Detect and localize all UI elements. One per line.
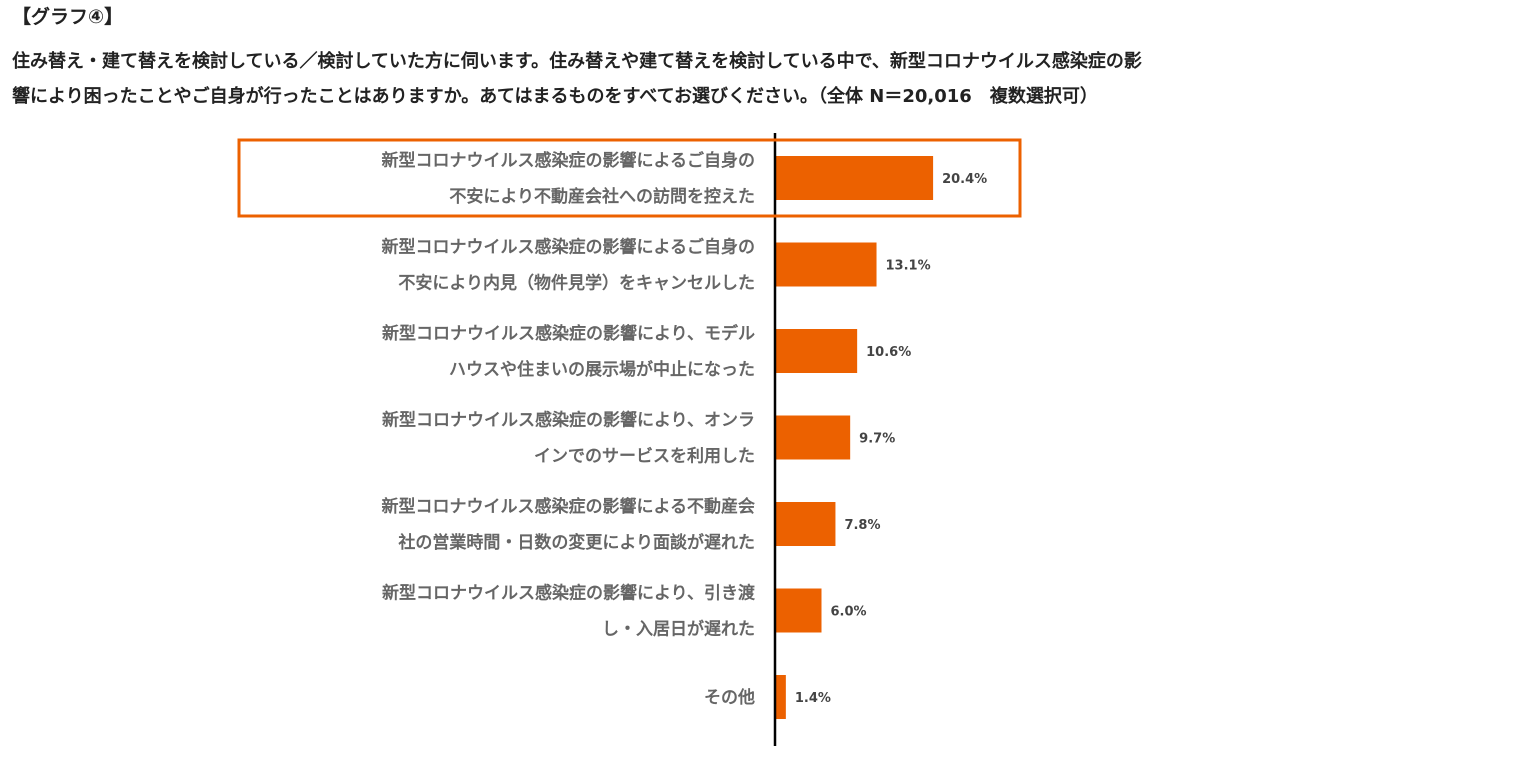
category-label-4-line-1: 新型コロナウイルス感染症の影響により、オンラ (382, 410, 755, 431)
value-label-3: 10.6% (866, 345, 911, 360)
value-label-6: 6.0% (831, 605, 867, 620)
category-label-3-line-1: 新型コロナウイルス感染症の影響により、モデル (382, 323, 755, 344)
category-label-1-line-1: 新型コロナウイルス感染症の影響によるご自身の (382, 150, 756, 171)
bar-1 (775, 156, 934, 200)
value-label-1: 20.4% (942, 172, 987, 187)
bar-5 (775, 502, 836, 546)
question-line-2: 響により困ったことやご自身が行ったことはありますか。あてはまるものをすべてお選び… (12, 86, 1098, 107)
survey-question: 住み替え・建て替えを検討している／検討していた方に伺います。住み替えや建て替えを… (12, 44, 1517, 114)
category-label-5-line-1: 新型コロナウイルス感染症の影響による不動産会 (382, 496, 756, 517)
question-line-1: 住み替え・建て替えを検討している／検討していた方に伺います。住み替えや建て替えを… (12, 51, 1142, 72)
bar-4 (775, 415, 851, 460)
category-label-4-line-2: インでのサービスを利用した (534, 446, 755, 467)
bar-2 (775, 242, 877, 287)
category-label-7-line-1: その他 (704, 687, 755, 708)
bar-7 (775, 675, 786, 719)
chart-heading: 【グラフ④】 (12, 6, 124, 28)
category-label-3-line-2: ハウスや住まいの展示場が中止になった (449, 359, 755, 380)
category-label-2-line-1: 新型コロナウイルス感染症の影響によるご自身の (382, 237, 756, 258)
value-label-4: 9.7% (859, 432, 895, 447)
value-label-7: 1.4% (795, 691, 831, 706)
category-label-1-line-2: 不安により不動産会社への訪問を控えた (449, 186, 755, 207)
value-label-5: 7.8% (844, 518, 880, 533)
category-label-6-line-1: 新型コロナウイルス感染症の影響により、引き渡 (382, 583, 756, 604)
highlight-box (237, 138, 1022, 218)
bar-3 (775, 329, 858, 373)
category-label-2-line-2: 不安により内見（物件見学）をキャンセルした (398, 273, 755, 294)
bar-6 (775, 588, 822, 633)
category-label-5-line-2: 社の営業時間・日数の変更により面談が遅れた (397, 532, 755, 553)
value-label-2: 13.1% (886, 259, 931, 274)
category-label-6-line-2: し・入居日が遅れた (602, 619, 755, 640)
